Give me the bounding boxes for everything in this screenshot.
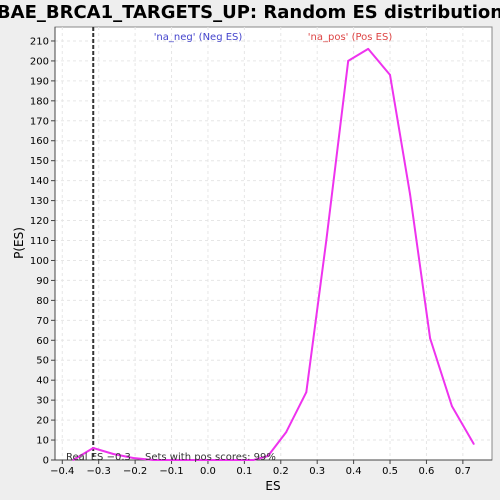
- data-point: [472, 443, 475, 445]
- y-tick-label: 150: [30, 156, 49, 167]
- data-point: [429, 337, 431, 340]
- y-axis-label: P(ES): [12, 227, 26, 259]
- x-tick-label: 0.2: [273, 466, 289, 477]
- y-tick-label: 80: [36, 296, 49, 307]
- data-point: [367, 48, 370, 50]
- y-tick-label: 170: [30, 116, 49, 127]
- y-tick-label: 50: [36, 356, 49, 367]
- x-tick-label: 0.5: [382, 466, 398, 477]
- pos-scores-label: Sets with pos scores: 99%: [145, 452, 276, 463]
- y-tick-label: 110: [30, 236, 49, 247]
- data-point: [232, 459, 235, 461]
- y-tick-label: 10: [36, 436, 49, 447]
- pos-es-label: 'na_pos' (Pos ES): [308, 32, 393, 43]
- y-tick-label: 0: [43, 456, 49, 467]
- real-es-label: Real ES −0.3: [66, 452, 131, 463]
- neg-es-label: 'na_neg' (Neg ES): [154, 32, 243, 43]
- y-tick-label: 130: [30, 196, 49, 207]
- y-tick-label: 100: [30, 256, 49, 267]
- chart-title: BAE_BRCA1_TARGETS_UP: Random ES distribu…: [0, 2, 500, 23]
- y-tick-label: 40: [36, 376, 49, 387]
- data-point: [389, 73, 391, 76]
- plot-area: [54, 26, 493, 461]
- x-tick-label: 0.0: [200, 466, 216, 477]
- data-point: [252, 459, 255, 461]
- data-point: [285, 431, 288, 433]
- grid-lines: [55, 27, 492, 461]
- data-point: [267, 455, 269, 457]
- x-tick-label: 0.4: [346, 466, 362, 477]
- series-group: [72, 47, 475, 461]
- annotations-group: 'na_neg' (Neg ES) 'na_pos' (Pos ES) Real…: [66, 32, 392, 463]
- x-tick-label: 0.3: [309, 466, 325, 477]
- data-point: [409, 193, 411, 196]
- y-tick-label: 190: [30, 76, 49, 87]
- data-point: [305, 391, 308, 394]
- y-tick-label: 200: [30, 56, 49, 67]
- y-tick-label: 180: [30, 96, 49, 107]
- y-tick-label: 160: [30, 136, 49, 147]
- y-tick-label: 90: [36, 276, 49, 287]
- data-point: [325, 239, 328, 242]
- data-point: [212, 459, 215, 461]
- data-point: [92, 447, 95, 449]
- x-tick-label: −0.3: [87, 466, 111, 477]
- data-point: [451, 405, 453, 408]
- data-point: [152, 459, 155, 461]
- x-tick-label: 0.6: [418, 466, 434, 477]
- data-point: [112, 453, 115, 455]
- x-tick-label: 0.1: [236, 466, 252, 477]
- x-tick-label: 0.7: [455, 466, 471, 477]
- y-tick-label: 30: [36, 396, 49, 407]
- x-tick-label: −0.4: [50, 466, 74, 477]
- data-point: [172, 459, 175, 461]
- data-point: [347, 60, 350, 62]
- data-point: [192, 459, 195, 461]
- x-axis-label: ES: [265, 479, 280, 493]
- x-tick-label: −0.2: [123, 466, 147, 477]
- y-tick-label: 210: [30, 36, 49, 47]
- x-tick-label: −0.1: [159, 466, 183, 477]
- data-point: [72, 459, 75, 461]
- y-tick-label: 60: [36, 336, 49, 347]
- y-tick-label: 120: [30, 216, 49, 227]
- y-tick-label: 20: [36, 416, 49, 427]
- data-point: [132, 457, 135, 459]
- y-tick-label: 140: [30, 176, 49, 187]
- axes: 0 10 20 30 40 50 60 70 80 90 100 110 120 130 140 150 160…: [30, 27, 492, 477]
- y-tick-label: 70: [36, 316, 49, 327]
